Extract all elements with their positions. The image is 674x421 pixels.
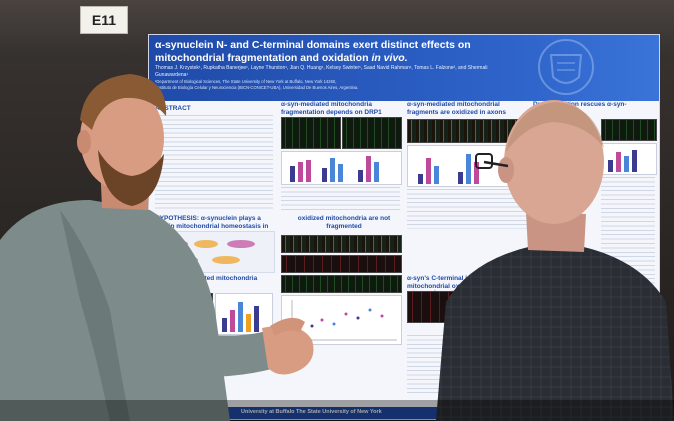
fragmentation-heading: α-syn-mediated mitochondria fragmentatio…	[281, 101, 382, 116]
bar	[624, 156, 629, 172]
poster-header: α-synuclein N- and C-terminal domains ex…	[149, 35, 659, 101]
listener-person	[436, 100, 674, 421]
bar	[608, 160, 613, 172]
micrograph-panel	[281, 117, 341, 149]
bar	[632, 150, 637, 172]
bar-chart-panel	[601, 143, 657, 175]
bar	[306, 160, 311, 182]
bar	[330, 158, 335, 182]
micrograph-panel	[601, 119, 657, 141]
booth-number: E11	[91, 12, 117, 28]
bar	[434, 166, 439, 184]
bar	[374, 162, 379, 182]
micrograph-panel	[281, 235, 402, 253]
bar	[246, 314, 251, 332]
micrograph-panel	[407, 119, 529, 143]
micrograph-panel	[281, 275, 402, 293]
micrograph-panel	[281, 255, 402, 273]
poster-footer-text: University at Buffalo The State Universi…	[241, 409, 382, 415]
oxidized-heading: α-syn-mediated mitochondrial fragments a…	[407, 101, 506, 116]
poster-affiliations: ¹Department of Biological Sciences, The …	[155, 79, 359, 90]
poster-authors: Thomas J. Krzystek¹, Rupkatha Banerjee¹,…	[155, 65, 488, 78]
bar	[238, 302, 243, 332]
university-crest-icon	[538, 39, 594, 95]
bar	[366, 156, 371, 182]
bar	[458, 172, 463, 184]
floor-shadow	[0, 400, 674, 421]
abstract-text-block	[155, 115, 273, 211]
bar	[426, 158, 431, 184]
poster-title: α-synuclein N- and C-terminal domains ex…	[155, 39, 471, 64]
bar	[290, 166, 295, 182]
bar	[254, 306, 259, 332]
causes-heading: causes fragmented mitochondria	[155, 275, 258, 282]
bar-chart-panel	[281, 151, 402, 185]
presenter-person	[0, 74, 314, 421]
not-fragmented-heading: oxidized mitochondria are not fragmented	[297, 215, 391, 230]
bar	[298, 162, 303, 182]
bar	[358, 170, 363, 182]
bar	[466, 154, 471, 184]
bar	[338, 164, 343, 182]
booth-number-sign: E11	[80, 6, 128, 34]
bar	[474, 162, 479, 184]
bar	[322, 168, 327, 182]
bar	[616, 152, 621, 172]
figure-caption-block	[281, 187, 400, 211]
results-text-block	[407, 189, 527, 229]
bar	[418, 174, 423, 184]
bar	[222, 318, 227, 332]
micrograph-panel	[342, 117, 402, 149]
bar	[230, 310, 235, 332]
abstract-heading: ABSTRACT	[155, 105, 191, 112]
